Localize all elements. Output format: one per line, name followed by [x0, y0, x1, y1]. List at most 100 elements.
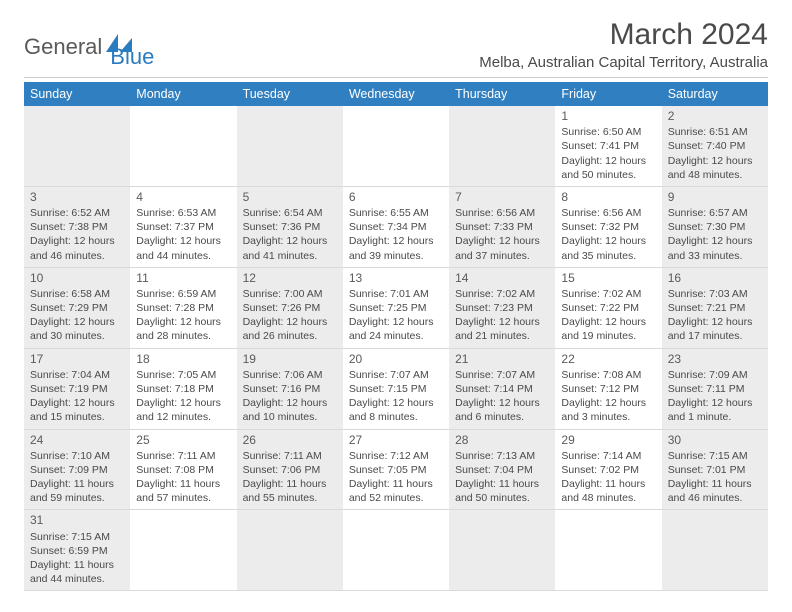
daylight-text: Daylight: 12 hours and 8 minutes.: [349, 396, 443, 424]
sunset-text: Sunset: 7:34 PM: [349, 220, 443, 234]
sunrise-text: Sunrise: 6:55 AM: [349, 206, 443, 220]
calendar-cell: 8Sunrise: 6:56 AMSunset: 7:32 PMDaylight…: [555, 186, 661, 267]
sunset-text: Sunset: 7:26 PM: [243, 301, 337, 315]
sunrise-text: Sunrise: 7:07 AM: [349, 368, 443, 382]
day-number: 23: [668, 351, 762, 367]
sunrise-text: Sunrise: 7:09 AM: [668, 368, 762, 382]
sunrise-text: Sunrise: 7:12 AM: [349, 449, 443, 463]
sunrise-text: Sunrise: 6:58 AM: [30, 287, 124, 301]
daylight-text: Daylight: 12 hours and 37 minutes.: [455, 234, 549, 262]
daylight-text: Daylight: 11 hours and 50 minutes.: [455, 477, 549, 505]
daylight-text: Daylight: 12 hours and 28 minutes.: [136, 315, 230, 343]
calendar-cell: [555, 510, 661, 591]
day-header: Sunday: [24, 82, 130, 106]
sunrise-text: Sunrise: 6:56 AM: [561, 206, 655, 220]
day-number: 24: [30, 432, 124, 448]
sunrise-text: Sunrise: 6:51 AM: [668, 125, 762, 139]
logo-text-blue: Blue: [110, 44, 154, 70]
sunset-text: Sunset: 7:30 PM: [668, 220, 762, 234]
calendar-table: SundayMondayTuesdayWednesdayThursdayFrid…: [24, 82, 768, 591]
sunrise-text: Sunrise: 7:11 AM: [243, 449, 337, 463]
sunset-text: Sunset: 7:05 PM: [349, 463, 443, 477]
calendar-cell: [343, 106, 449, 186]
calendar-cell: 28Sunrise: 7:13 AMSunset: 7:04 PMDayligh…: [449, 429, 555, 510]
daylight-text: Daylight: 12 hours and 12 minutes.: [136, 396, 230, 424]
header-divider: [24, 77, 768, 78]
daylight-text: Daylight: 11 hours and 46 minutes.: [668, 477, 762, 505]
day-number: 27: [349, 432, 443, 448]
day-number: 19: [243, 351, 337, 367]
sunset-text: Sunset: 7:36 PM: [243, 220, 337, 234]
sunrise-text: Sunrise: 7:01 AM: [349, 287, 443, 301]
calendar-cell: [130, 510, 236, 591]
day-number: 6: [349, 189, 443, 205]
calendar-row: 1Sunrise: 6:50 AMSunset: 7:41 PMDaylight…: [24, 106, 768, 186]
sunrise-text: Sunrise: 6:59 AM: [136, 287, 230, 301]
day-number: 26: [243, 432, 337, 448]
calendar-cell: 26Sunrise: 7:11 AMSunset: 7:06 PMDayligh…: [237, 429, 343, 510]
day-number: 13: [349, 270, 443, 286]
calendar-cell: 9Sunrise: 6:57 AMSunset: 7:30 PMDaylight…: [662, 186, 768, 267]
sunset-text: Sunset: 7:01 PM: [668, 463, 762, 477]
daylight-text: Daylight: 12 hours and 35 minutes.: [561, 234, 655, 262]
calendar-cell: 13Sunrise: 7:01 AMSunset: 7:25 PMDayligh…: [343, 267, 449, 348]
day-header: Wednesday: [343, 82, 449, 106]
daylight-text: Daylight: 12 hours and 17 minutes.: [668, 315, 762, 343]
sunset-text: Sunset: 7:32 PM: [561, 220, 655, 234]
sunrise-text: Sunrise: 7:11 AM: [136, 449, 230, 463]
calendar-cell: [130, 106, 236, 186]
daylight-text: Daylight: 12 hours and 39 minutes.: [349, 234, 443, 262]
day-number: 28: [455, 432, 549, 448]
daylight-text: Daylight: 11 hours and 44 minutes.: [30, 558, 124, 586]
sunset-text: Sunset: 7:06 PM: [243, 463, 337, 477]
day-number: 4: [136, 189, 230, 205]
sunrise-text: Sunrise: 7:06 AM: [243, 368, 337, 382]
daylight-text: Daylight: 12 hours and 44 minutes.: [136, 234, 230, 262]
calendar-cell: 31Sunrise: 7:15 AMSunset: 6:59 PMDayligh…: [24, 510, 130, 591]
daylight-text: Daylight: 12 hours and 21 minutes.: [455, 315, 549, 343]
calendar-cell: 14Sunrise: 7:02 AMSunset: 7:23 PMDayligh…: [449, 267, 555, 348]
calendar-cell: [449, 510, 555, 591]
daylight-text: Daylight: 12 hours and 10 minutes.: [243, 396, 337, 424]
sunset-text: Sunset: 7:09 PM: [30, 463, 124, 477]
day-number: 2: [668, 108, 762, 124]
calendar-cell: 17Sunrise: 7:04 AMSunset: 7:19 PMDayligh…: [24, 348, 130, 429]
calendar-cell: 29Sunrise: 7:14 AMSunset: 7:02 PMDayligh…: [555, 429, 661, 510]
sunrise-text: Sunrise: 7:03 AM: [668, 287, 762, 301]
day-number: 3: [30, 189, 124, 205]
sunrise-text: Sunrise: 6:52 AM: [30, 206, 124, 220]
calendar-cell: [237, 106, 343, 186]
sunset-text: Sunset: 7:14 PM: [455, 382, 549, 396]
daylight-text: Daylight: 11 hours and 48 minutes.: [561, 477, 655, 505]
sunset-text: Sunset: 7:11 PM: [668, 382, 762, 396]
sunset-text: Sunset: 7:21 PM: [668, 301, 762, 315]
calendar-head: SundayMondayTuesdayWednesdayThursdayFrid…: [24, 82, 768, 106]
day-number: 9: [668, 189, 762, 205]
month-title: March 2024: [479, 18, 768, 52]
sunrise-text: Sunrise: 7:07 AM: [455, 368, 549, 382]
sunrise-text: Sunrise: 7:13 AM: [455, 449, 549, 463]
daylight-text: Daylight: 11 hours and 57 minutes.: [136, 477, 230, 505]
calendar-cell: [449, 106, 555, 186]
sunset-text: Sunset: 6:59 PM: [30, 544, 124, 558]
daylight-text: Daylight: 12 hours and 19 minutes.: [561, 315, 655, 343]
sunset-text: Sunset: 7:19 PM: [30, 382, 124, 396]
sunset-text: Sunset: 7:41 PM: [561, 139, 655, 153]
daylight-text: Daylight: 12 hours and 48 minutes.: [668, 154, 762, 182]
daylight-text: Daylight: 12 hours and 24 minutes.: [349, 315, 443, 343]
sunrise-text: Sunrise: 7:10 AM: [30, 449, 124, 463]
calendar-cell: [24, 106, 130, 186]
daylight-text: Daylight: 12 hours and 33 minutes.: [668, 234, 762, 262]
calendar-row: 31Sunrise: 7:15 AMSunset: 6:59 PMDayligh…: [24, 510, 768, 591]
sunrise-text: Sunrise: 7:02 AM: [561, 287, 655, 301]
logo-text-general: General: [24, 34, 102, 60]
calendar-cell: 19Sunrise: 7:06 AMSunset: 7:16 PMDayligh…: [237, 348, 343, 429]
calendar-cell: 1Sunrise: 6:50 AMSunset: 7:41 PMDaylight…: [555, 106, 661, 186]
daylight-text: Daylight: 12 hours and 6 minutes.: [455, 396, 549, 424]
sunset-text: Sunset: 7:04 PM: [455, 463, 549, 477]
sunrise-text: Sunrise: 7:15 AM: [668, 449, 762, 463]
daylight-text: Daylight: 11 hours and 55 minutes.: [243, 477, 337, 505]
sunrise-text: Sunrise: 7:14 AM: [561, 449, 655, 463]
sunset-text: Sunset: 7:28 PM: [136, 301, 230, 315]
calendar-cell: 20Sunrise: 7:07 AMSunset: 7:15 PMDayligh…: [343, 348, 449, 429]
